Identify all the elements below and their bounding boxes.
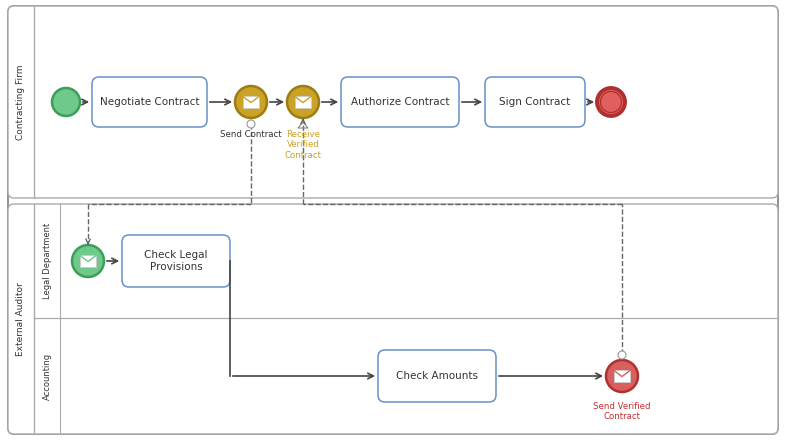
Circle shape [247,120,255,128]
Circle shape [600,91,622,113]
Circle shape [235,86,267,118]
Circle shape [597,88,625,116]
Text: Contracting Firm: Contracting Firm [17,64,25,140]
FancyBboxPatch shape [8,6,778,434]
Text: External Auditor: External Auditor [17,282,25,356]
Bar [80,255,96,267]
FancyBboxPatch shape [485,77,585,127]
FancyBboxPatch shape [378,350,496,402]
FancyBboxPatch shape [122,235,230,287]
Circle shape [618,351,626,359]
Text: Receive
Verified
Contract: Receive Verified Contract [284,130,322,160]
Bar [295,96,311,108]
Circle shape [606,360,638,392]
FancyBboxPatch shape [8,6,778,198]
Text: Sign Contract: Sign Contract [499,97,570,107]
Bar [614,370,630,382]
Bar [243,96,259,108]
Text: Legal Department: Legal Department [43,223,51,299]
FancyBboxPatch shape [8,204,778,434]
Text: Authorize Contract: Authorize Contract [351,97,450,107]
Text: Send Contract: Send Contract [220,130,282,139]
FancyBboxPatch shape [341,77,459,127]
Text: Negotiate Contract: Negotiate Contract [100,97,199,107]
Circle shape [52,88,80,116]
FancyBboxPatch shape [92,77,207,127]
Text: Check Amounts: Check Amounts [396,371,478,381]
Text: Accounting: Accounting [43,352,51,400]
Circle shape [72,245,104,277]
Text: Send Verified
Contract: Send Verified Contract [593,402,651,421]
Text: Check Legal
Provisions: Check Legal Provisions [145,250,208,272]
Circle shape [287,86,319,118]
